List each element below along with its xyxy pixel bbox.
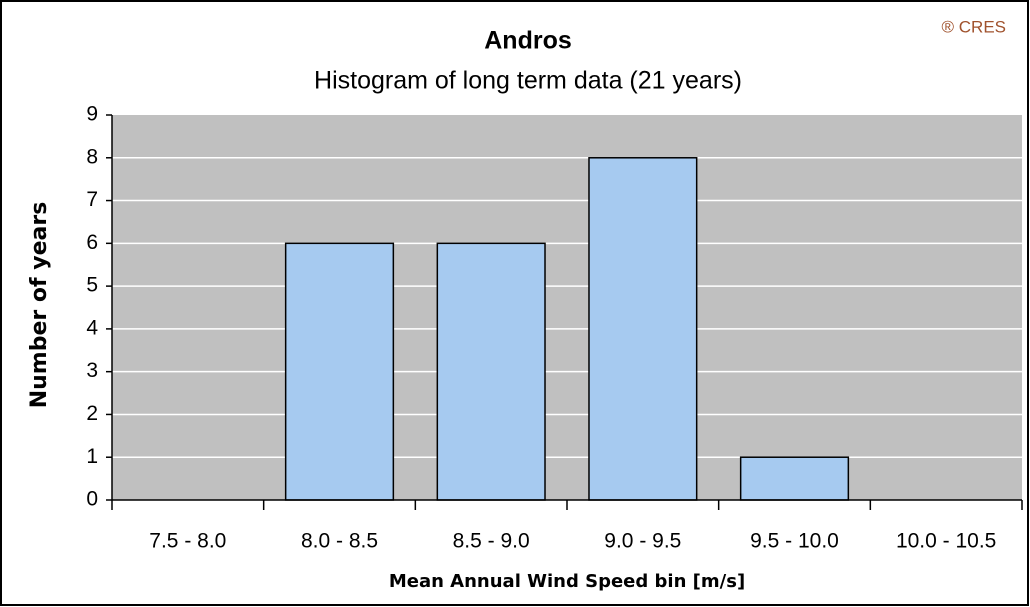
x-tick-label: 8.5 - 9.0 (453, 530, 530, 553)
y-tick-label: 2 (86, 402, 98, 425)
chart-title: Andros (484, 27, 572, 55)
plot-area (112, 115, 1022, 500)
x-tick-label: 9.5 - 10.0 (750, 530, 839, 553)
x-axis-label: Mean Annual Wind Speed bin [m/s] (389, 571, 745, 592)
y-axis-label: Number of years (27, 202, 52, 409)
x-tick-label: 10.0 - 10.5 (896, 530, 996, 553)
y-tick-label: 7 (86, 188, 98, 211)
y-tick-label: 6 (86, 231, 98, 254)
x-tick-label: 8.0 - 8.5 (301, 530, 378, 553)
copyright: ® CRES (942, 17, 1006, 36)
bar (284, 242, 395, 501)
bar (436, 242, 546, 501)
y-tick-label: 8 (86, 145, 98, 168)
y-tick-label: 0 (86, 488, 98, 511)
bar (739, 456, 850, 501)
bar (588, 157, 698, 501)
y-tick-label: 9 (86, 103, 98, 126)
x-tick-label: 9.0 - 9.5 (604, 530, 681, 553)
y-tick-label: 1 (86, 445, 98, 468)
y-tick-label: 3 (86, 359, 98, 382)
y-tick-label: 4 (86, 316, 98, 339)
chart-subtitle: Histogram of long term data (21 years) (314, 67, 742, 95)
x-tick-label: 7.5 - 8.0 (149, 530, 226, 553)
y-tick-label: 5 (86, 274, 98, 297)
